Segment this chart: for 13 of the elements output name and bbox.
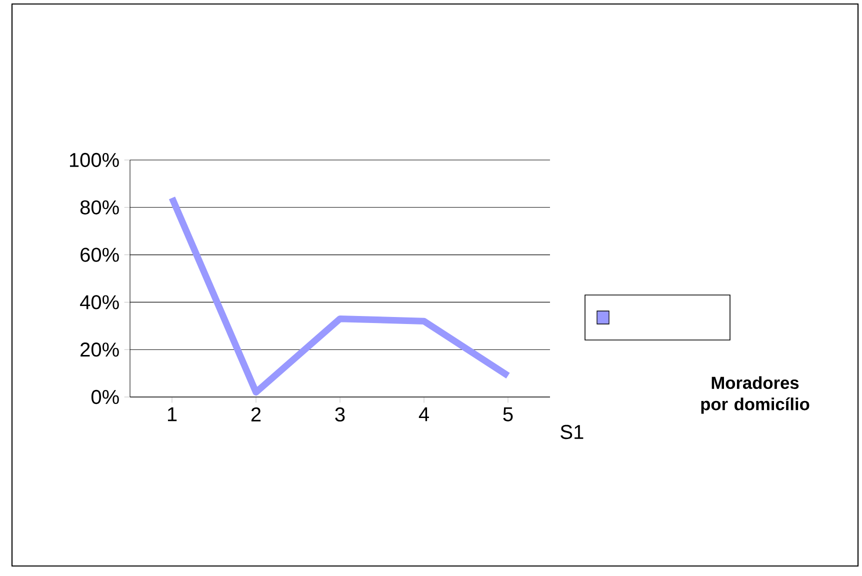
x-tick-label: 5	[503, 407, 513, 422]
y-tick-label: 100%	[70, 152, 119, 168]
x-tick-label: 1	[168, 407, 177, 422]
x-tick-label: 3	[335, 407, 345, 422]
y-tick-label: 60%	[80, 248, 119, 262]
y-tick-label: 20%	[80, 342, 119, 357]
text: Moradores por domicílio	[701, 376, 810, 414]
y-tick-label: 80%	[80, 200, 119, 214]
x-tick-label: 2	[251, 407, 261, 422]
y-tick-label: 40%	[80, 295, 119, 310]
y-tick-label: 0%	[91, 390, 119, 404]
text: S1	[560, 424, 584, 440]
x-tick-label: 4	[418, 407, 429, 422]
